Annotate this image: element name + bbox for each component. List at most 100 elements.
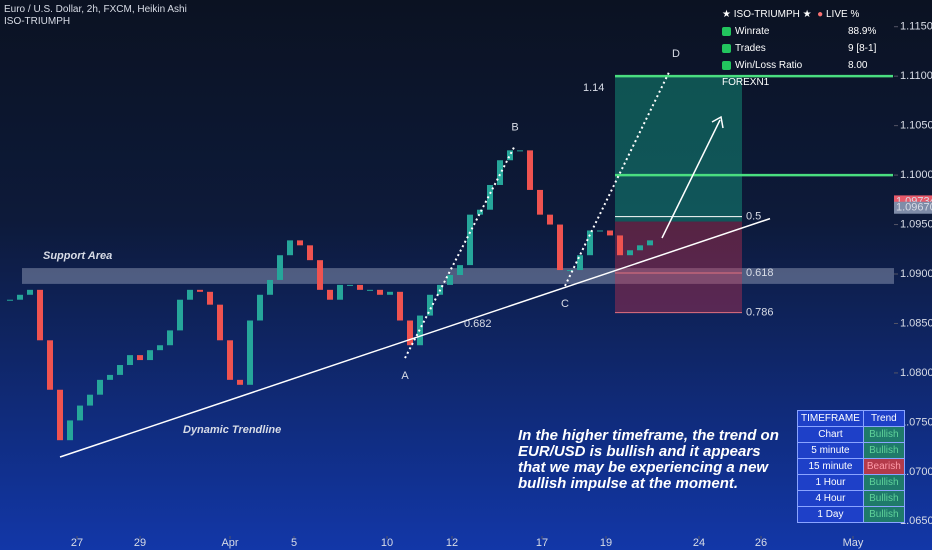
candle <box>637 245 643 251</box>
wave-label: C <box>561 298 569 310</box>
candle <box>277 255 283 280</box>
target-zone <box>615 76 742 222</box>
candle <box>387 291 393 295</box>
x-tick-label: 12 <box>446 537 458 549</box>
table-row: 4 Hour Bullish <box>797 490 905 507</box>
candle <box>67 420 73 441</box>
fib-label: 0.786 <box>746 306 774 318</box>
stats-row: Trades 9 [8-1] <box>722 40 892 57</box>
candle <box>467 214 473 266</box>
candle <box>317 260 323 290</box>
candle <box>47 340 53 390</box>
candle <box>557 224 563 271</box>
candle <box>527 150 533 190</box>
candle <box>357 284 363 290</box>
x-tick-label: 17 <box>536 537 548 549</box>
arrow-head <box>711 115 724 129</box>
trendline-label: Dynamic Trendline <box>183 424 281 436</box>
table-cell: 1 Hour <box>797 474 864 491</box>
wave-line <box>404 144 516 359</box>
y-tick-label: 1.11500 <box>900 21 932 33</box>
candle <box>427 294 433 316</box>
candle <box>37 289 43 341</box>
candle <box>97 379 103 395</box>
stats-name: ISO-TRIUMPH <box>733 9 800 20</box>
candle <box>577 255 583 271</box>
candle <box>57 389 63 441</box>
candle <box>137 355 143 361</box>
candle <box>447 275 453 285</box>
candle <box>627 250 633 256</box>
table-cell: Bullish <box>862 426 905 443</box>
candle <box>7 299 13 301</box>
price-tag <box>894 201 932 214</box>
target-label: 1.14 <box>583 82 604 94</box>
table-cell: 15 minute <box>797 458 864 475</box>
y-tick-label: 1.11000 <box>900 70 932 82</box>
candle <box>237 379 243 385</box>
fib-label: 0.5 <box>746 211 761 223</box>
fib-label: 0.618 <box>746 267 774 279</box>
y-tick-label: 1.06500 <box>900 515 932 527</box>
header-cell: TIMEFRAME <box>797 410 864 427</box>
candle <box>457 265 463 275</box>
table-cell: Bullish <box>862 506 905 523</box>
check-icon <box>722 43 731 53</box>
candle <box>197 289 203 292</box>
candle <box>477 209 483 215</box>
candle <box>167 330 173 346</box>
candle <box>27 289 33 295</box>
candle <box>157 345 163 351</box>
candle <box>337 284 343 300</box>
candle <box>647 240 653 246</box>
stats-key-wrap: Winrate <box>722 26 769 37</box>
stats-rows: Winrate 88.9% Trades 9 [8-1] Win/Loss Ratio 8… <box>722 23 892 74</box>
stats-key-wrap: Win/Loss Ratio <box>722 60 802 71</box>
check-icon <box>722 60 731 70</box>
chart-title: Euro / U.S. Dollar, 2h, FXCM, Heikin Ash… <box>4 4 187 15</box>
support-label: Support Area <box>43 250 112 262</box>
x-tick-label: May <box>843 537 864 549</box>
stats-value: 8.00 <box>848 60 868 71</box>
candle <box>307 245 313 261</box>
candle <box>297 240 303 246</box>
candle <box>507 150 513 161</box>
candle <box>77 405 83 421</box>
y-tick-label: 1.10000 <box>900 169 932 181</box>
arrow <box>661 119 721 239</box>
candle <box>497 160 503 185</box>
y-tick-label: 1.09500 <box>900 218 932 230</box>
candle <box>397 291 403 321</box>
trendline <box>59 217 771 458</box>
table-cell: 5 minute <box>797 442 864 459</box>
note: In the higher timeframe, the trend on EU… <box>518 427 779 492</box>
candle <box>217 304 223 341</box>
candle <box>127 355 133 366</box>
y-tick-label: 1.07500 <box>900 416 932 428</box>
wave-label: A <box>401 370 409 382</box>
candle <box>207 291 213 305</box>
wave-label: B <box>511 121 518 133</box>
retrace-label: 0.682 <box>464 318 492 330</box>
table-cell: Bullish <box>862 474 905 491</box>
wave-label: D <box>672 48 680 60</box>
stop-zone <box>615 221 742 313</box>
x-tick-label: 29 <box>134 537 146 549</box>
candle <box>367 289 373 291</box>
candle <box>87 394 93 406</box>
candle <box>17 294 23 300</box>
header-cell: Trend <box>862 410 905 427</box>
candle <box>617 235 623 256</box>
indicator-name: ISO-TRIUMPH <box>4 16 71 27</box>
x-tick-label: 5 <box>291 537 297 549</box>
table-cell: 1 Day <box>797 506 864 523</box>
candle <box>227 340 233 380</box>
stats-key: Winrate <box>735 26 770 37</box>
candle <box>407 320 413 346</box>
stats-value: 9 [8-1] <box>848 43 877 54</box>
y-tick-label: 1.08000 <box>900 367 932 379</box>
table-header: TIMEFRAME Trend <box>797 410 905 427</box>
candle <box>257 294 263 321</box>
check-icon <box>722 26 731 36</box>
